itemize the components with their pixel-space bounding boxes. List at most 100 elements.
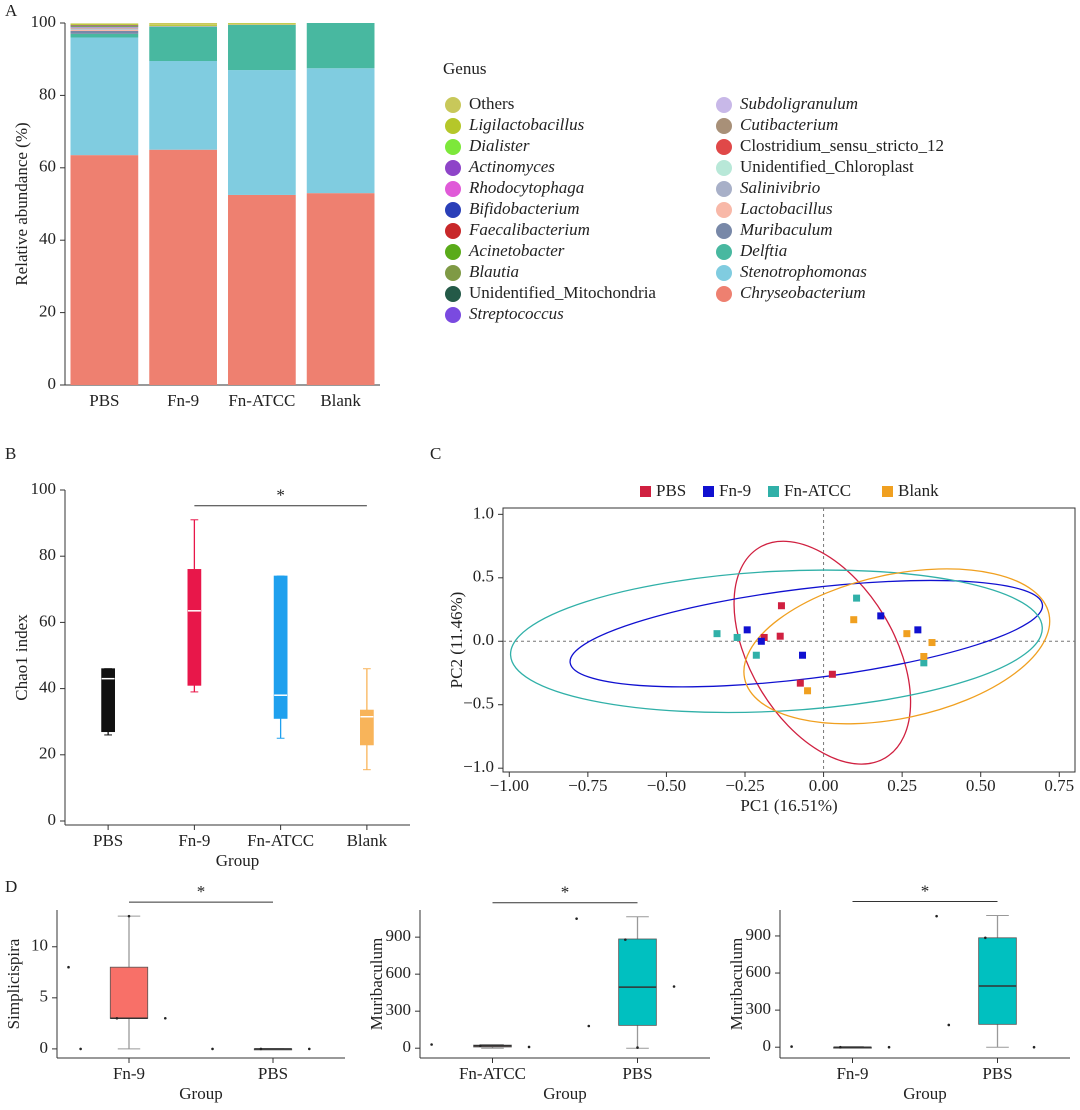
- bar-segment: [306, 193, 375, 385]
- point: [67, 965, 70, 969]
- y-tick-label: 80: [39, 84, 56, 103]
- x-tick-label: Blank: [347, 831, 388, 850]
- legend-marker: [445, 265, 461, 281]
- significance-label: *: [561, 883, 570, 902]
- x-tick-label: −0.25: [725, 776, 764, 795]
- point: [877, 612, 885, 620]
- y-tick-label: 20: [39, 744, 56, 763]
- bar-segment: [70, 155, 139, 385]
- x-tick-label: Fn-ATCC: [228, 391, 295, 410]
- significance-label: *: [276, 486, 285, 505]
- point: [733, 633, 741, 641]
- legend-label: Dialister: [468, 136, 530, 155]
- legend-marker: [716, 160, 732, 176]
- point: [672, 985, 676, 988]
- point: [777, 602, 785, 610]
- legend-marker: [716, 223, 732, 239]
- x-tick-label: PBS: [982, 1064, 1012, 1083]
- x-tick-label: −0.75: [568, 776, 607, 795]
- point: [163, 1016, 167, 1020]
- point: [713, 630, 721, 638]
- legend-marker: [716, 286, 732, 302]
- y-tick-label: 0: [40, 1038, 49, 1057]
- point: [796, 679, 804, 687]
- point: [752, 651, 760, 659]
- legend-marker: [882, 486, 893, 497]
- legend-marker: [768, 486, 779, 497]
- y-tick-label: 600: [386, 963, 412, 982]
- point: [920, 653, 928, 660]
- significance-label: *: [921, 881, 930, 900]
- legend-label: Faecalibacterium: [468, 220, 590, 239]
- panel-label: C: [430, 444, 441, 463]
- legend-label: Clostridium_sensu_stricto_12: [740, 136, 944, 155]
- legend-marker: [703, 486, 714, 497]
- legend-label: Blank: [898, 481, 939, 500]
- y-tick-label: −0.5: [463, 694, 494, 713]
- bar-segment: [228, 70, 296, 195]
- significance-label: *: [197, 882, 206, 901]
- legend-label: Cutibacterium: [740, 115, 838, 134]
- y-tick-label: −1.0: [463, 757, 494, 776]
- point: [928, 639, 936, 647]
- bar-segment: [70, 29, 139, 31]
- legend-marker: [716, 181, 732, 197]
- legend-label: Salinivibrio: [740, 178, 820, 197]
- y-tick-label: 0: [48, 374, 57, 393]
- point: [799, 651, 807, 659]
- legend-marker: [445, 307, 461, 323]
- legend-label: Streptococcus: [469, 304, 564, 323]
- y-tick-label: 300: [386, 1000, 412, 1019]
- plot-frame: [502, 507, 1076, 773]
- bar-segment: [70, 30, 139, 34]
- y-tick-label: 900: [386, 926, 412, 945]
- point: [839, 1045, 842, 1049]
- point: [757, 637, 765, 645]
- bar-segment: [149, 149, 217, 385]
- legend-label: Actinomyces: [468, 157, 555, 176]
- y-tick-label: 0: [763, 1036, 772, 1055]
- bar-segment: [149, 24, 217, 26]
- legend-marker: [716, 244, 732, 260]
- y-axis-title: PC2 (11.46%): [447, 592, 466, 689]
- point: [479, 1044, 482, 1048]
- legend-label: Acinetobacter: [468, 241, 565, 260]
- point: [624, 938, 627, 941]
- legend-label: Muribaculum: [739, 220, 833, 239]
- box: [109, 966, 149, 1019]
- point: [790, 1045, 793, 1048]
- legend-marker: [716, 139, 732, 155]
- y-axis-title: Muribaculum: [727, 938, 746, 1031]
- legend-label: PBS: [656, 481, 686, 500]
- bar-segment: [149, 26, 217, 62]
- x-tick-label: 0.50: [966, 776, 996, 795]
- point: [804, 687, 812, 695]
- y-tick-label: 0: [403, 1037, 412, 1056]
- x-tick-label: −1.00: [490, 776, 529, 795]
- legend-marker: [716, 265, 732, 281]
- x-tick-label: −0.50: [647, 776, 686, 795]
- bar-segment: [70, 33, 139, 38]
- legend-marker: [445, 223, 461, 239]
- point: [1032, 1045, 1036, 1049]
- confidence-ellipse: [743, 568, 1051, 725]
- legend-marker: [716, 202, 732, 218]
- legend-marker: [640, 486, 651, 497]
- y-tick-label: 10: [31, 936, 48, 955]
- y-axis-title: Muribaculum: [367, 938, 386, 1031]
- point: [587, 1024, 591, 1028]
- legend-label: Fn-ATCC: [784, 481, 851, 500]
- y-tick-label: 900: [746, 925, 772, 944]
- legend-label: Lactobacillus: [739, 199, 833, 218]
- legend-label: Subdoligranulum: [740, 94, 858, 113]
- legend-label: Unidentified_Mitochondria: [469, 283, 656, 302]
- bar-segment: [70, 28, 139, 30]
- bar-segment: [70, 29, 139, 30]
- point: [828, 670, 836, 678]
- legend-marker: [716, 118, 732, 134]
- box: [187, 569, 202, 686]
- legend-marker: [445, 181, 461, 197]
- y-tick-label: 60: [39, 157, 56, 176]
- y-tick-label: 20: [39, 302, 56, 321]
- bar-segment: [228, 24, 296, 71]
